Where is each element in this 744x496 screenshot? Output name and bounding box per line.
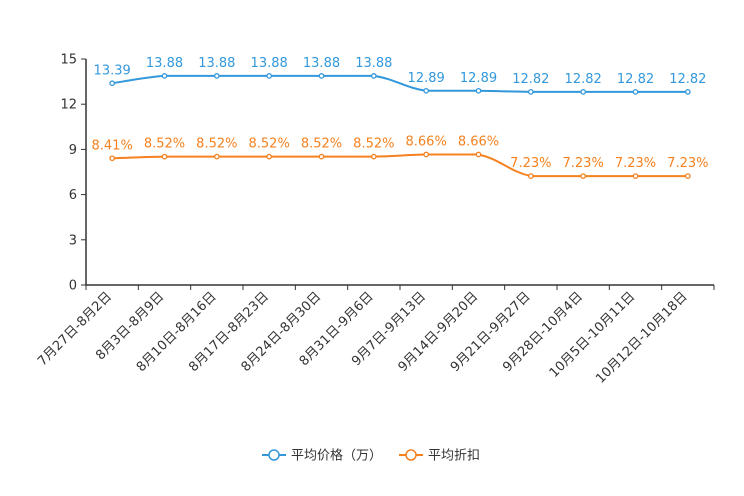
data-point[interactable] <box>684 173 691 179</box>
y-tick-label: 15 <box>60 53 77 68</box>
data-label: 13.88 <box>146 56 183 71</box>
chart-legend[interactable]: 平均价格（万） 平均折扣 <box>262 448 480 464</box>
x-tick-label: 10月12日-10月18日 <box>593 289 690 386</box>
data-point[interactable] <box>213 73 220 79</box>
data-point[interactable] <box>632 88 639 95</box>
series-line <box>112 74 688 93</box>
data-label: 8.66% <box>458 135 499 150</box>
data-point[interactable] <box>109 80 116 87</box>
data-point[interactable] <box>318 153 325 160</box>
data-label: 12.82 <box>617 72 654 87</box>
data-label: 12.82 <box>565 72 602 87</box>
data-label: 8.52% <box>196 137 237 152</box>
data-point[interactable] <box>161 153 168 160</box>
data-point[interactable] <box>580 173 587 179</box>
y-tick-label: 3 <box>69 233 77 248</box>
series-line <box>112 153 688 178</box>
legend-item-1[interactable]: 平均折扣 <box>399 449 480 464</box>
data-label: 8.52% <box>249 137 290 152</box>
data-label: 8.52% <box>353 137 394 152</box>
data-point[interactable] <box>370 73 377 79</box>
legend-label: 平均价格（万） <box>291 448 382 464</box>
data-label: 7.23% <box>615 156 656 171</box>
data-point[interactable] <box>684 88 691 95</box>
data-label: 13.88 <box>303 56 340 71</box>
data-label: 13.39 <box>94 63 131 78</box>
data-label: 7.23% <box>510 156 551 171</box>
data-label: 12.82 <box>669 72 706 87</box>
data-label: 8.52% <box>144 137 185 152</box>
y-tick-label: 6 <box>69 188 77 203</box>
data-point[interactable] <box>423 151 430 158</box>
chart-series: 13.39 13.88 13.88 13.88 13.88 13.88 12.89 12.89… <box>92 56 708 179</box>
y-tick-label: 12 <box>60 98 77 113</box>
series-1: 8.41% 8.52% 8.52% 8.52% 8.52% 8.52% 8.66% 8.66%… <box>92 135 708 179</box>
legend-marker <box>268 449 280 461</box>
data-label: 7.23% <box>563 156 604 171</box>
data-label: 12.89 <box>408 71 445 86</box>
y-tick-label: 9 <box>69 143 77 158</box>
data-point[interactable] <box>370 153 377 160</box>
data-label: 12.82 <box>512 72 549 87</box>
data-point[interactable] <box>475 151 482 158</box>
legend-item-0[interactable]: 平均价格（万） <box>262 448 382 464</box>
series-0: 13.39 13.88 13.88 13.88 13.88 13.88 12.89 12.89… <box>94 56 706 95</box>
data-point[interactable] <box>318 73 325 79</box>
data-label: 12.89 <box>460 71 497 86</box>
data-label: 7.23% <box>667 156 708 171</box>
data-point[interactable] <box>423 87 430 94</box>
data-label: 8.41% <box>92 138 133 153</box>
data-point[interactable] <box>475 87 482 94</box>
data-point[interactable] <box>580 88 587 95</box>
legend-marker <box>405 449 417 461</box>
data-point[interactable] <box>161 73 168 79</box>
legend-label: 平均折扣 <box>428 449 480 464</box>
data-label: 13.88 <box>251 56 288 71</box>
y-tick-label: 0 <box>69 279 77 294</box>
data-point[interactable] <box>213 153 220 160</box>
data-point[interactable] <box>527 173 534 179</box>
data-point[interactable] <box>527 88 534 95</box>
data-label: 13.88 <box>198 56 235 71</box>
data-point[interactable] <box>632 173 639 179</box>
data-point[interactable] <box>266 73 273 79</box>
data-label: 8.52% <box>301 137 342 152</box>
data-label: 13.88 <box>355 56 392 71</box>
data-point[interactable] <box>266 153 273 160</box>
data-label: 8.66% <box>406 135 447 150</box>
chart-axes: 036912157月27日-8月2日8月3日-8月9日8月10日-8月16日8月… <box>35 53 715 387</box>
data-point[interactable] <box>109 155 116 162</box>
